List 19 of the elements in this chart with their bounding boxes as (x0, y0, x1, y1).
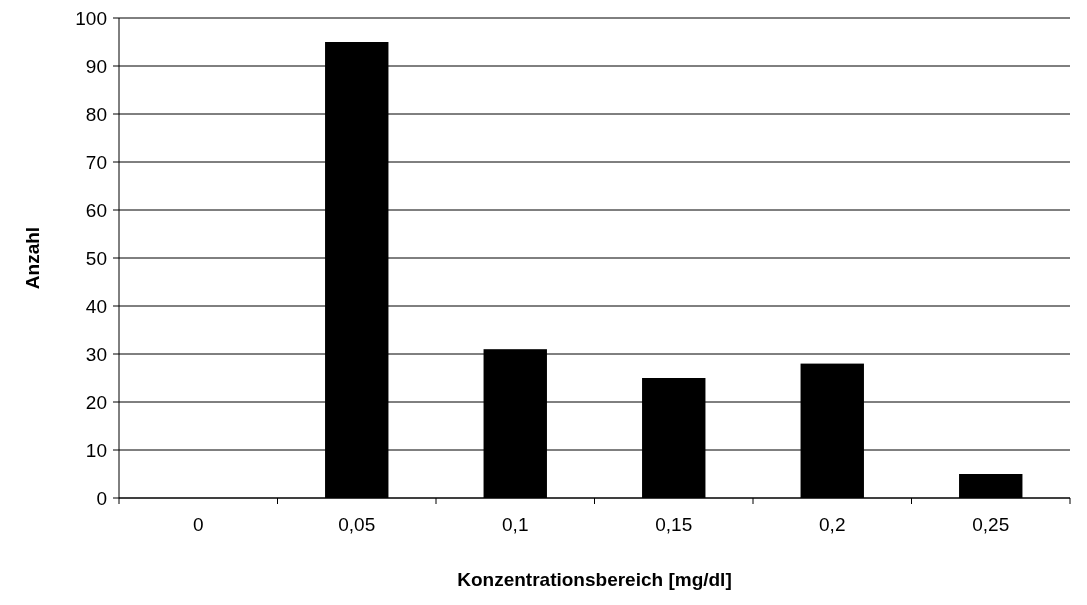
y-tick-label: 80 (85, 103, 107, 125)
x-tick-label: 0,25 (972, 514, 1010, 535)
x-axis-title: Konzentrationsbereich [mg/dl] (457, 569, 732, 590)
y-tick-label: 100 (75, 7, 107, 29)
x-tick-label: 0,15 (655, 514, 693, 535)
y-tick-label: 0 (96, 487, 107, 509)
y-tick-label: 90 (85, 55, 107, 77)
x-tick-label: 0,2 (819, 514, 846, 535)
x-tick-label: 0,1 (502, 514, 529, 535)
y-tick-label: 70 (85, 151, 107, 173)
y-tick-label: 40 (85, 295, 107, 317)
y-tick-label: 50 (85, 247, 107, 269)
y-tick-label: 60 (85, 199, 107, 221)
x-tick-label: 0,05 (338, 514, 376, 535)
y-tick-label: 30 (85, 343, 107, 365)
y-tick-label: 10 (85, 439, 107, 461)
y-axis-title: Anzahl (22, 226, 43, 290)
y-tick-label: 20 (85, 391, 107, 413)
x-tick-label: 0 (192, 514, 204, 535)
